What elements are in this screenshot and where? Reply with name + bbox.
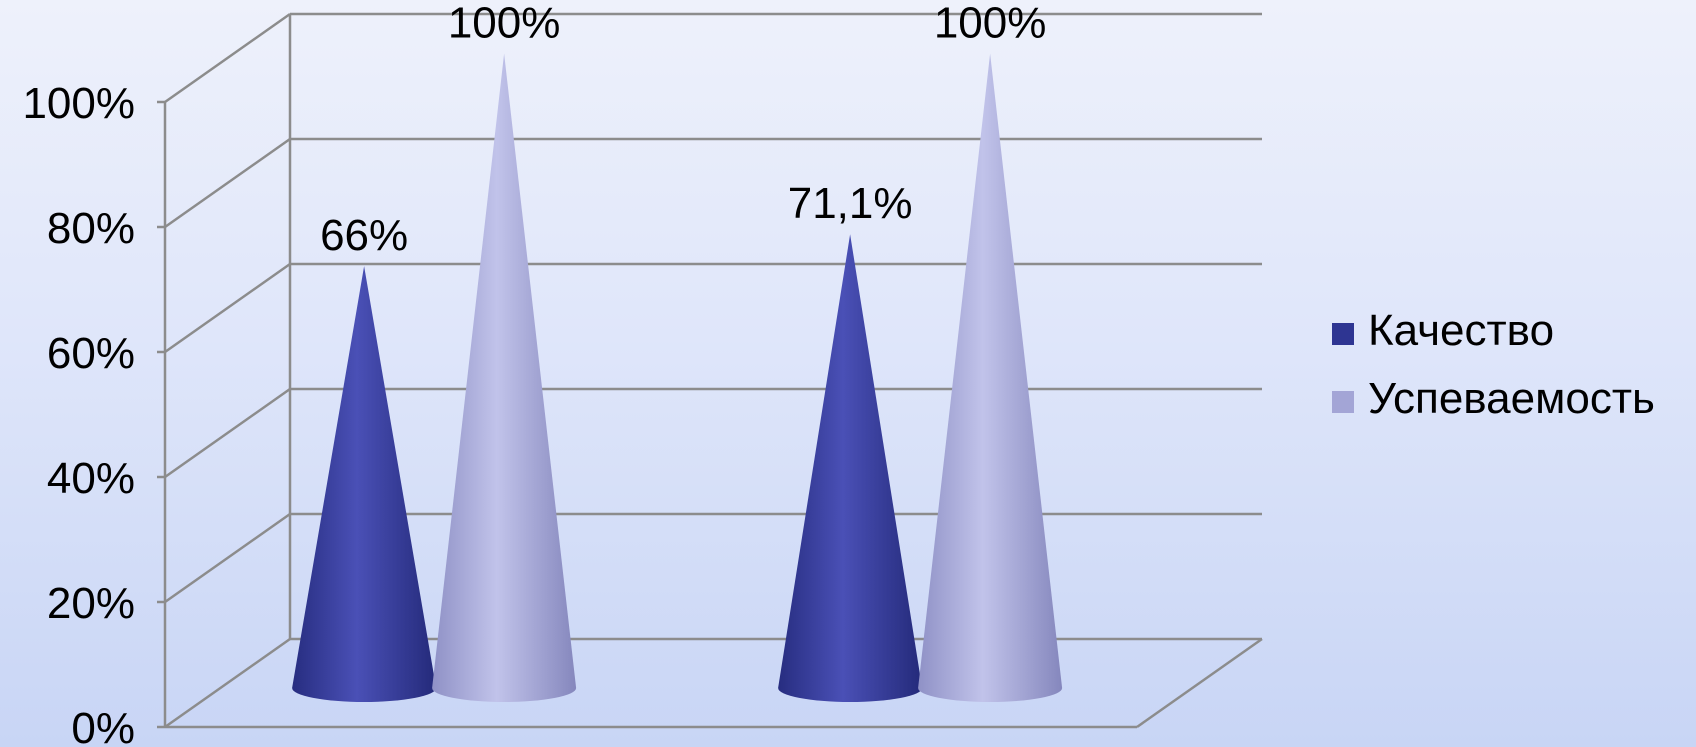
floor-right-edge (1136, 637, 1263, 729)
cone-kachestvo-2 (778, 234, 923, 703)
cone-kachestvo-1 (292, 266, 437, 703)
gridline-side (164, 12, 291, 104)
gridline-side (164, 512, 291, 604)
y-tick-label: 40% (47, 454, 135, 503)
legend-swatch (1332, 391, 1354, 413)
y-tick-label: 20% (47, 579, 135, 628)
chart-marks (292, 53, 1063, 703)
y-tick-label: 0% (71, 704, 135, 747)
gridline-side (164, 637, 291, 729)
gridline-side (164, 137, 291, 229)
data-label: 100% (934, 0, 1047, 48)
gridline-side (164, 262, 291, 354)
y-tick-label: 60% (47, 329, 135, 378)
legend-swatch (1332, 323, 1354, 345)
data-label: 71,1% (788, 179, 913, 228)
data-label: 66% (320, 211, 408, 260)
cone-uspevaemost-1 (432, 53, 577, 703)
cone-uspevaemost-2 (918, 53, 1063, 703)
y-tick-label: 80% (47, 204, 135, 253)
data-label: 100% (448, 0, 561, 48)
chart-labels: 0% 20% 40% 60% 80% 100% 66% 100% 71,1% 100% (22, 0, 1046, 747)
chart-frame (157, 12, 1263, 729)
legend-label: Успеваемость (1368, 374, 1655, 423)
legend-label: Качество (1368, 306, 1554, 355)
y-tick-label: 100% (22, 79, 135, 128)
gridline-side (164, 387, 291, 479)
chart-legend: Качество Успеваемость (1332, 306, 1655, 423)
